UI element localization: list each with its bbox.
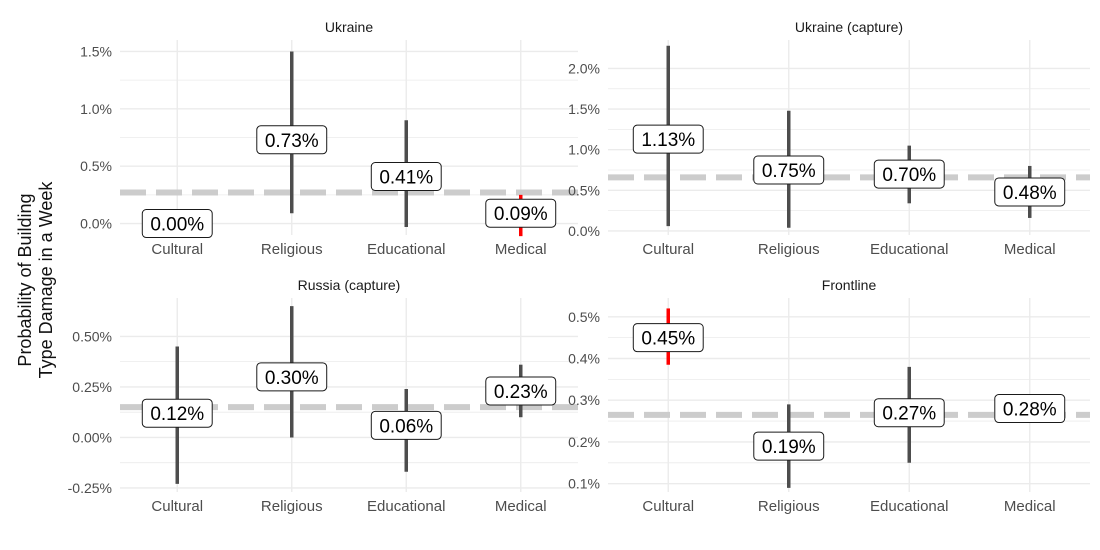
y-tick-label: 0.5% bbox=[568, 182, 600, 198]
y-tick-label: 0.2% bbox=[568, 434, 600, 450]
estimate-label-box bbox=[485, 198, 557, 228]
x-tick-label: Religious bbox=[261, 241, 323, 258]
estimate-label: 0.28% bbox=[1003, 400, 1057, 421]
panel-2: 0.0% 0.5% 1.0% 1.5% 2.0% Cultural Religious Edu… bbox=[568, 19, 1090, 258]
estimate-label: 0.30% bbox=[265, 368, 319, 389]
x-tick-label: Educational bbox=[870, 498, 948, 515]
panel-title: Ukraine bbox=[325, 19, 373, 35]
estimate-label: 0.12% bbox=[150, 404, 204, 425]
y-tick-label: 0.4% bbox=[568, 350, 600, 366]
estimate-label-box bbox=[141, 398, 213, 428]
estimate-label-box bbox=[994, 394, 1066, 424]
y-tick-label: 2.0% bbox=[568, 60, 600, 76]
estimate-label-box bbox=[256, 125, 328, 155]
estimate-label-box bbox=[632, 323, 704, 353]
y-tick-label: 0.0% bbox=[568, 223, 600, 239]
panel-title: Russia (capture) bbox=[298, 277, 401, 293]
estimate-label: 0.19% bbox=[762, 437, 816, 458]
panel-1: 0.0% 0.5% 1.0% 1.5% Cultural Religious Educati… bbox=[80, 19, 578, 258]
estimate-label: 0.75% bbox=[762, 161, 816, 182]
x-tick-label: Educational bbox=[367, 241, 445, 258]
estimate-label: 0.09% bbox=[494, 204, 548, 225]
x-tick-label: Religious bbox=[758, 241, 820, 258]
y-tick-label: 1.0% bbox=[568, 142, 600, 158]
estimate-label-box bbox=[632, 124, 704, 154]
estimate-label-box bbox=[256, 362, 328, 392]
estimate-label: 0.23% bbox=[494, 382, 548, 403]
y-tick-label: 0.5% bbox=[568, 309, 600, 325]
y-tick-label: 0.25% bbox=[72, 379, 112, 395]
estimate-label-box bbox=[485, 376, 557, 406]
estimate-label: 0.48% bbox=[1003, 183, 1057, 204]
panel-title: Frontline bbox=[822, 277, 877, 293]
y-tick-label: -0.25% bbox=[68, 480, 112, 496]
y-tick-label: 0.1% bbox=[568, 476, 600, 492]
panel-3: -0.25% 0.00% 0.25% 0.50% Cultural Religious Ed… bbox=[68, 277, 578, 515]
y-tick-label: 1.5% bbox=[568, 101, 600, 117]
estimate-label-box bbox=[753, 431, 825, 461]
y-tick-label: 0.50% bbox=[72, 328, 112, 344]
x-tick-label: Cultural bbox=[151, 498, 203, 515]
estimate-label: 0.06% bbox=[379, 416, 433, 437]
x-tick-label: Medical bbox=[495, 498, 547, 515]
estimate-label: 0.70% bbox=[882, 165, 936, 186]
x-tick-label: Medical bbox=[1004, 241, 1056, 258]
estimate-label-box bbox=[370, 410, 442, 440]
x-tick-label: Educational bbox=[367, 498, 445, 515]
y-tick-label: 1.5% bbox=[80, 43, 112, 59]
estimate-label: 0.73% bbox=[265, 131, 319, 152]
estimate-label-box bbox=[753, 155, 825, 185]
x-tick-label: Medical bbox=[1004, 498, 1056, 515]
y-tick-label: 0.0% bbox=[80, 216, 112, 232]
estimate-label-box bbox=[141, 209, 213, 239]
y-tick-label: 0.5% bbox=[80, 158, 112, 174]
x-tick-label: Educational bbox=[870, 241, 948, 258]
estimate-label: 0.27% bbox=[882, 404, 936, 425]
x-tick-label: Cultural bbox=[151, 241, 203, 258]
panel-title: Ukraine (capture) bbox=[795, 19, 903, 35]
x-tick-label: Religious bbox=[758, 498, 820, 515]
x-tick-label: Cultural bbox=[642, 498, 694, 515]
estimate-label: 1.13% bbox=[641, 130, 695, 151]
panel-4: 0.1% 0.2% 0.3% 0.4% 0.5% Cultural Religious Edu… bbox=[568, 277, 1090, 515]
x-tick-label: Medical bbox=[495, 241, 547, 258]
x-tick-label: Religious bbox=[261, 498, 323, 515]
estimate-label: 0.41% bbox=[379, 168, 433, 189]
x-tick-label: Cultural bbox=[642, 241, 694, 258]
y-tick-label: 0.3% bbox=[568, 392, 600, 408]
estimate-label: 0.00% bbox=[150, 215, 204, 236]
estimate-label-box bbox=[370, 162, 442, 191]
y-tick-label: 1.0% bbox=[80, 101, 112, 117]
estimate-label: 0.45% bbox=[641, 329, 695, 350]
estimate-label-box bbox=[873, 159, 945, 189]
y-tick-label: 0.00% bbox=[72, 429, 112, 445]
estimate-label-box bbox=[994, 177, 1066, 207]
estimate-label-box bbox=[873, 398, 945, 428]
